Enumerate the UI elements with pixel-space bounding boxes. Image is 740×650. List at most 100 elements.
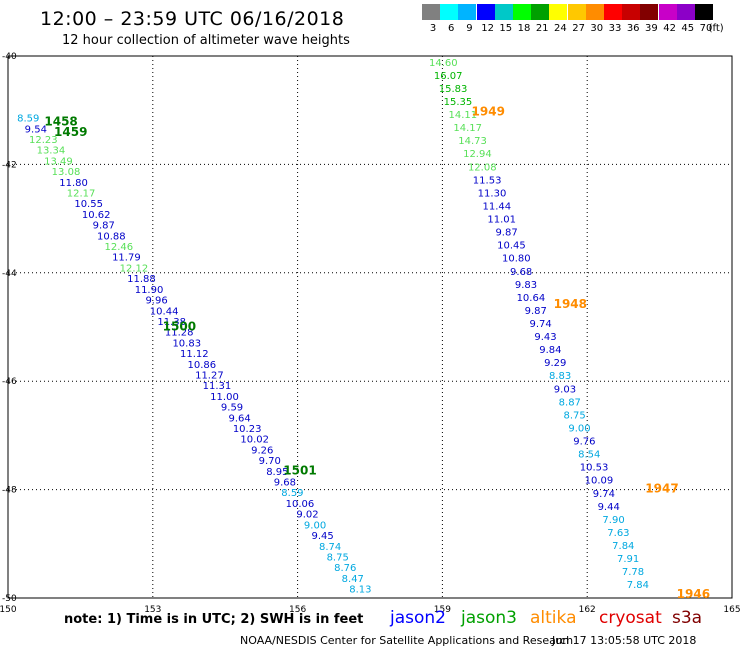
swh-value-label: 9.87 [495,228,517,239]
swh-value-label: 9.03 [554,384,576,395]
swh-value-label: 10.83 [172,338,201,349]
pass-time-label: 1458 [44,114,77,128]
map-frame [7,55,733,599]
color-scale-label: 15 [499,23,513,34]
swh-value-label: 8.76 [334,563,356,574]
color-scale-label: 12 [481,23,494,34]
swh-value-label: 8.87 [559,397,581,408]
latitude-tick-label: -48 [2,486,17,496]
swh-value-label: 9.59 [221,403,243,414]
swh-value-label: 9.68 [274,478,296,489]
latitude-tick-label: -44 [2,269,17,279]
pass-time-label: 1459 [54,125,87,139]
swh-value-label: 11.30 [478,188,507,199]
pass-time-label: 1947 [645,481,678,495]
satellite-legend-s3a: s3a [672,608,703,628]
swh-value-label: 11.00 [210,392,239,403]
color-scale-label: 3 [429,23,437,34]
swh-value-label: 9.45 [311,531,333,542]
page-subtitle: 12 hour collection of altimeter wave hei… [62,33,350,48]
swh-value-label: 10.80 [502,254,531,265]
swh-value-label: 10.44 [150,306,179,317]
swh-value-label: 9.64 [228,413,250,424]
pass-time-label: 1946 [677,587,710,601]
color-scale-swatch [658,4,677,20]
swh-value-label: 11.80 [59,178,88,189]
swh-value-label: 7.84 [627,580,649,591]
latitude-tick-label: -40 [2,52,17,62]
units-note: note: 1) Time is in UTC; 2) SWH is in fe… [64,612,364,627]
latitude-tick-label: -46 [2,377,17,387]
swh-value-label: 15.83 [439,84,468,95]
swh-value-label: 8.47 [342,574,364,585]
swh-value-label: 11.90 [135,285,164,296]
swh-value-label: 8.75 [564,410,586,421]
swh-value-label: 9.76 [573,437,595,448]
swh-value-label: 14.73 [458,136,487,147]
swh-value-label: 12.08 [468,162,497,173]
swh-value-label: 9.70 [259,456,281,467]
swh-value-label: 9.87 [93,221,115,232]
longitude-tick-label: 153 [144,605,161,615]
color-scale-label: 42 [663,23,676,34]
swh-value-label: 8.59 [17,114,39,125]
color-scale-label: 21 [535,23,549,34]
swh-value-label: 12.23 [29,135,58,146]
swh-value-label: 13.34 [37,146,66,157]
longitude-tick-label: 165 [723,605,740,615]
swh-value-label: 11.27 [195,370,224,381]
swh-value-label: 13.49 [44,156,73,167]
swh-value-label: 7.63 [607,528,629,539]
swh-value-label: 10.02 [240,435,269,446]
swh-value-label: 11.01 [487,215,516,226]
swh-value-label: 9.84 [539,345,561,356]
longitude-tick-label: 162 [579,605,596,615]
color-scale-swatch [640,4,659,20]
swh-value-label: 14.17 [453,123,482,134]
swh-value-label: 9.00 [568,423,590,434]
swh-value-label: 11.79 [112,253,141,264]
swh-value-label: 10.09 [585,476,614,487]
satellite-legend-jason2: jason2 [390,608,446,628]
swh-value-label: 8.95 [266,467,288,478]
swh-value-label: 7.78 [622,567,644,578]
color-scale-swatch [676,4,695,20]
swh-value-label: 9.00 [304,520,326,531]
color-scale-swatch [458,4,477,20]
swh-value-label: 14.60 [429,58,458,69]
color-scale-swatch [604,4,622,20]
color-scale-label: 30 [590,23,604,34]
color-scale-swatch [622,4,641,20]
swh-value-label: 8.83 [549,371,571,382]
swh-value-label: 12.12 [120,263,149,274]
swh-value-label: 10.88 [97,231,126,242]
swh-value-label: 7.84 [612,541,634,552]
color-scale-label: 27 [572,23,585,34]
swh-value-label: 8.75 [327,552,349,563]
swh-value-label: 7.90 [602,515,624,526]
swh-value-label: 11.88 [127,274,156,285]
swh-value-label: 10.23 [233,424,262,435]
swh-value-label: 11.38 [157,317,186,328]
swh-value-label: 10.06 [286,499,315,510]
footer-timestamp: Jun 17 13:05:58 UTC 2018 [552,634,697,647]
satellite-legend-jason3: jason3 [461,608,517,628]
swh-value-label: 10.86 [188,360,217,371]
swh-value-label: 9.02 [296,510,318,521]
swh-value-label: 9.43 [534,332,556,343]
satellite-legend-cryosat: cryosat [599,608,662,628]
color-scale-label: 33 [608,23,622,34]
color-scale-swatch [549,4,568,20]
color-scale-swatch [494,4,513,20]
latitude-tick-label: -42 [2,160,17,170]
longitude-tick-label: 159 [434,605,451,615]
swh-value-label: 11.44 [483,201,512,212]
color-scale-label: 39 [645,23,658,34]
color-scale-label: 70 [699,23,713,34]
swh-value-label: 11.31 [203,381,232,392]
color-scale-label: 36 [626,23,640,34]
color-scale-swatch [695,4,713,20]
swh-value-label: 10.55 [74,199,103,210]
color-scale-label: 18 [517,23,531,34]
